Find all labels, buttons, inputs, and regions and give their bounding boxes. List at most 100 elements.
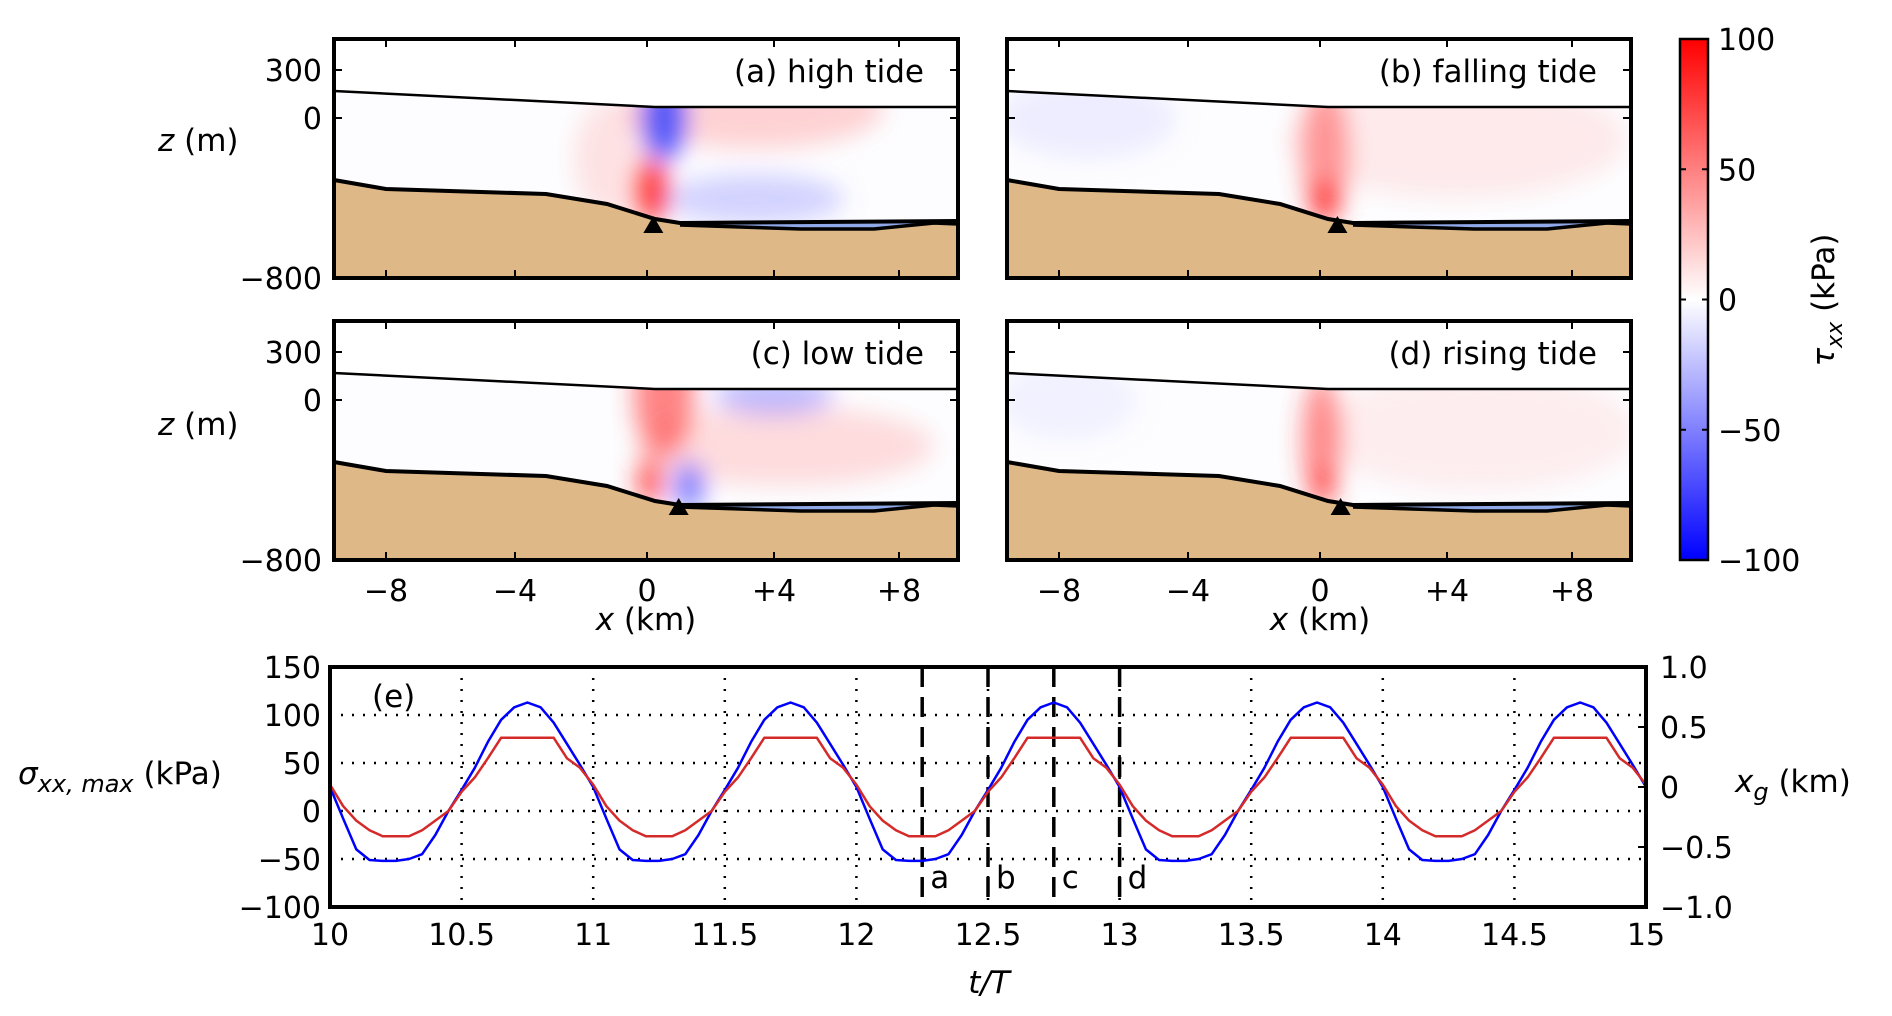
- ice-base-line: [1006, 178, 1632, 226]
- stress-anomaly: [1317, 373, 1631, 491]
- colorbar-tick-label: 100: [1718, 23, 1775, 58]
- x-tick-label: +4: [1425, 574, 1469, 609]
- z-symbol: z: [157, 123, 175, 159]
- x-tick-label: 11: [574, 918, 612, 953]
- bed-sediment: [1007, 180, 1631, 278]
- grounding-line-marker-icon: [1330, 498, 1351, 515]
- ice-base-line: [333, 178, 959, 226]
- right-tick-label: 1.0: [1660, 651, 1708, 686]
- x-unit: (km): [1288, 602, 1370, 638]
- bed-sediment: [334, 462, 958, 560]
- x-axis-label-left: x (km): [595, 602, 697, 638]
- z-tick-label: 0: [303, 384, 322, 419]
- panel-d: (d) rising tide −8 −4 0 +4 +8: [1005, 319, 1633, 609]
- left-axis-unit: (kPa): [134, 756, 222, 792]
- xg-series-line: [328, 736, 1647, 838]
- z-tick-label: 300: [265, 336, 322, 371]
- left-tick-label: −100: [239, 891, 321, 926]
- tau-symbol: τ: [1806, 348, 1842, 367]
- x-tick-label: 10: [311, 918, 349, 953]
- z-tick-label: −800: [240, 262, 322, 297]
- right-axis-unit: (km): [1769, 764, 1851, 800]
- bed-sediment: [1007, 462, 1631, 560]
- z-tick-label: 0: [303, 102, 322, 137]
- left-tick-label: −50: [258, 843, 321, 878]
- x-tick-label: −8: [364, 574, 408, 609]
- xg-subscript: g: [1753, 778, 1768, 806]
- x-tick-label: 14.5: [1481, 918, 1548, 953]
- panel-a: (a) high tide 300 0 −800: [240, 37, 960, 297]
- stress-anomaly: [1287, 91, 1627, 199]
- x-tick-label: −4: [493, 574, 537, 609]
- panel-title: (b) falling tide: [1379, 54, 1597, 90]
- x-tick-label: −8: [1037, 574, 1081, 609]
- z-tick-label: −800: [240, 544, 322, 579]
- bed-line: [1352, 503, 1632, 513]
- z-tick-label: 300: [265, 54, 322, 89]
- chart-e-title: (e): [372, 679, 415, 715]
- grounding-line-marker-icon: [668, 498, 689, 515]
- ice-surface-line: [333, 89, 958, 109]
- x-tick-label: 12.5: [955, 918, 1022, 953]
- stress-anomaly: [634, 373, 694, 456]
- right-tick-label: −0.5: [1660, 831, 1733, 866]
- stress-anomaly: [664, 174, 844, 221]
- x-tick-label: +4: [752, 574, 796, 609]
- phase-marker-label: a: [930, 860, 949, 896]
- sigma-symbol: σ: [18, 756, 39, 792]
- right-tick-label: −1.0: [1660, 891, 1733, 926]
- left-tick-label: 0: [302, 795, 321, 830]
- panel-title: (a) high tide: [734, 54, 924, 90]
- colorbar-label: τxx (kPa): [1806, 233, 1848, 366]
- z-axis-label-top: z (m): [157, 123, 239, 159]
- left-axis-label: σxx, max (kPa): [18, 756, 222, 798]
- stress-anomaly: [1313, 179, 1337, 221]
- right-axis-label: xg (km): [1734, 764, 1851, 806]
- stress-anomaly: [637, 457, 663, 503]
- right-tick-label: 0.5: [1660, 711, 1708, 746]
- stress-anomaly: [1007, 91, 1177, 159]
- stress-anomaly: [1301, 91, 1349, 221]
- x-tick-label: 15: [1627, 918, 1665, 953]
- x-tick-label: +8: [1550, 574, 1594, 609]
- ice-surface-line: [1006, 371, 1631, 391]
- x-tick-label: −4: [1166, 574, 1210, 609]
- z-unit: (m): [174, 123, 238, 159]
- x-axis-label-right: x (km): [1269, 602, 1371, 638]
- colorbar-unit: (kPa): [1806, 233, 1842, 321]
- colorbar-tick-label: −50: [1718, 414, 1781, 449]
- panel-b: (b) falling tide: [1005, 37, 1633, 280]
- left-tick-label: 50: [283, 747, 321, 782]
- colorbar-tick-label: −100: [1718, 544, 1800, 579]
- colorbar-tick-label: 50: [1718, 153, 1756, 188]
- stress-anomaly: [636, 159, 668, 221]
- phase-marker-label: c: [1062, 860, 1079, 896]
- z-axis-label-bottom: z (m): [157, 407, 239, 443]
- ice-base-line: [1006, 460, 1632, 508]
- ice-surface-line: [333, 371, 958, 391]
- stress-anomaly: [634, 406, 934, 486]
- x-tick-label: 0: [1310, 574, 1329, 609]
- panel-c: (c) low tide 300 0 −800 −8 −4 0 +4 +8: [240, 319, 960, 609]
- stress-anomaly: [1302, 376, 1342, 503]
- timeseries-chart: a b c d 10 10.5 11 11.5 12 12.5 13 13.5 14 14.5 15 150…: [18, 651, 1851, 1001]
- x-tick-label: 13: [1101, 918, 1139, 953]
- bed-line: [679, 503, 959, 513]
- left-tick-label: 150: [264, 651, 321, 686]
- x-tick-label: 0: [637, 574, 656, 609]
- sigma-series-line: [328, 701, 1648, 863]
- x-tick-label: +8: [877, 574, 921, 609]
- phase-marker-label: b: [996, 860, 1016, 896]
- grounding-line-marker-icon: [1327, 216, 1348, 233]
- sigma-subscript: xx, max: [37, 770, 135, 798]
- stress-anomaly: [673, 462, 705, 503]
- right-tick-label: 0: [1660, 771, 1679, 806]
- x-axis-label: t/T: [968, 965, 1012, 1001]
- xg-symbol: x: [1734, 764, 1754, 800]
- phase-marker-label: d: [1128, 860, 1148, 896]
- ice-surface-line: [1006, 89, 1631, 109]
- z-symbol: z: [157, 407, 175, 443]
- bed-line: [679, 221, 959, 231]
